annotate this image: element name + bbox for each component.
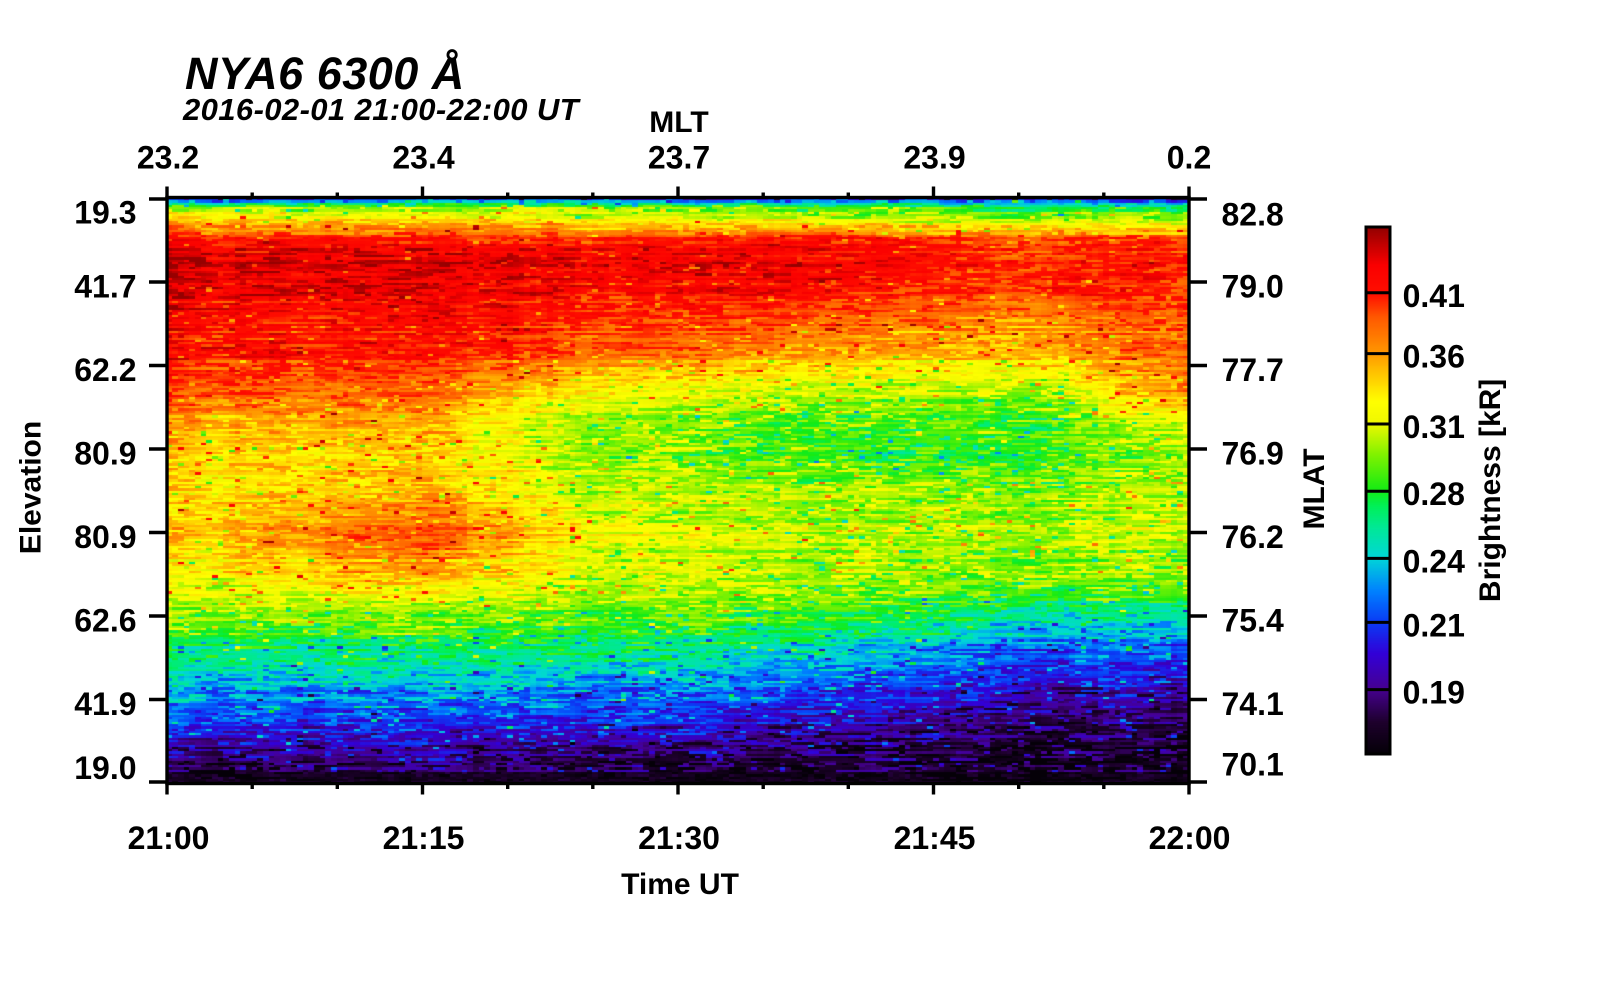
svg-text:76.9: 76.9 <box>1222 435 1284 471</box>
svg-text:MLAT: MLAT <box>1298 448 1331 529</box>
svg-text:23.4: 23.4 <box>392 139 454 175</box>
svg-text:0.2: 0.2 <box>1167 139 1211 175</box>
svg-text:62.6: 62.6 <box>74 602 136 638</box>
svg-text:2016-02-01 21:00-22:00 UT: 2016-02-01 21:00-22:00 UT <box>182 92 582 127</box>
svg-text:NYA6 6300 Å: NYA6 6300 Å <box>185 48 465 99</box>
svg-text:0.41: 0.41 <box>1403 278 1465 314</box>
svg-text:21:30: 21:30 <box>638 820 720 856</box>
svg-text:41.9: 41.9 <box>74 686 136 722</box>
svg-text:0.28: 0.28 <box>1403 476 1465 512</box>
svg-text:75.4: 75.4 <box>1222 602 1284 638</box>
svg-text:21:45: 21:45 <box>894 820 976 856</box>
svg-text:79.0: 79.0 <box>1222 268 1284 304</box>
svg-text:0.36: 0.36 <box>1403 339 1465 375</box>
svg-text:0.21: 0.21 <box>1403 607 1465 643</box>
svg-text:Time UT: Time UT <box>621 868 739 901</box>
svg-text:19.0: 19.0 <box>74 750 136 786</box>
svg-text:70.1: 70.1 <box>1222 747 1284 783</box>
svg-text:23.9: 23.9 <box>903 139 965 175</box>
svg-text:22:00: 22:00 <box>1149 820 1231 856</box>
svg-text:19.3: 19.3 <box>74 195 136 231</box>
svg-text:41.7: 41.7 <box>74 268 136 304</box>
svg-text:21:15: 21:15 <box>383 820 465 856</box>
svg-text:Elevation: Elevation <box>15 421 48 554</box>
svg-text:0.19: 0.19 <box>1403 675 1465 711</box>
svg-text:0.31: 0.31 <box>1403 409 1465 445</box>
svg-text:0.24: 0.24 <box>1403 543 1465 579</box>
svg-text:74.1: 74.1 <box>1222 686 1284 722</box>
svg-text:MLT: MLT <box>649 106 708 139</box>
svg-text:23.7: 23.7 <box>648 139 710 175</box>
svg-text:23.2: 23.2 <box>137 139 199 175</box>
svg-text:76.2: 76.2 <box>1222 519 1284 555</box>
svg-text:82.8: 82.8 <box>1222 197 1284 233</box>
svg-text:77.7: 77.7 <box>1222 352 1284 388</box>
svg-text:80.9: 80.9 <box>74 519 136 555</box>
svg-text:21:00: 21:00 <box>128 820 210 856</box>
svg-text:Brightness [kR]: Brightness [kR] <box>1474 379 1507 602</box>
svg-text:80.9: 80.9 <box>74 435 136 471</box>
svg-text:62.2: 62.2 <box>74 352 136 388</box>
